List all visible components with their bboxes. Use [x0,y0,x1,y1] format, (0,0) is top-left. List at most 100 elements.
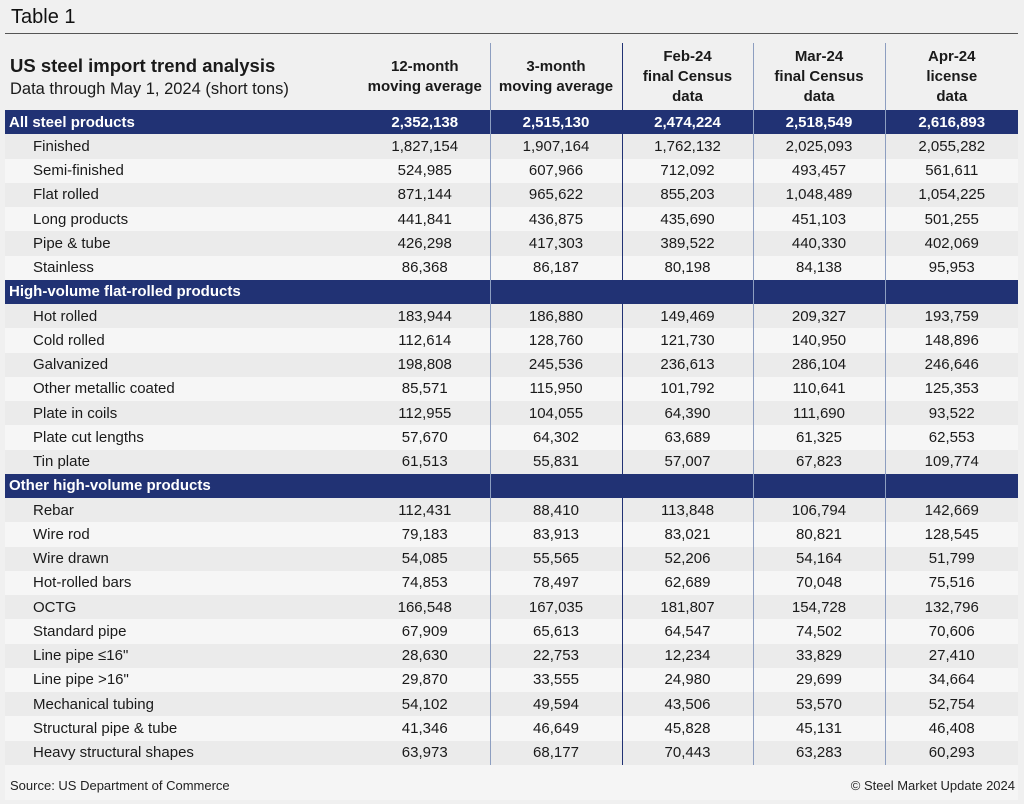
row-label: Semi-finished [5,158,360,183]
value-cell: 33,829 [752,643,885,668]
column-header-line: final Census [642,67,733,85]
value-cell: 46,408 [884,716,1018,741]
value-cell: 121,730 [621,328,753,353]
value-cell: 27,410 [884,643,1018,668]
value-cell: 43,506 [621,692,753,717]
value-cell [884,279,1018,304]
row-label: Flat rolled [5,182,360,207]
value-cell: 62,689 [621,570,753,595]
table-row: Pipe & tube 426,298 417,303 389,522 440,330 4… [5,231,1018,256]
table-row: Cold rolled 112,614 128,760 121,730 140,950 1… [5,328,1018,353]
value-cell: 112,614 [360,328,490,353]
steel-import-table: US steel import trend analysis Data thro… [5,43,1018,765]
value-cell: 2,352,138 [360,110,490,135]
column-header-mar-24: Mar-24 final Census data [752,43,885,110]
value-cell: 440,330 [752,231,885,256]
value-cell: 435,690 [621,207,753,232]
table-row: Hot-rolled bars 74,853 78,497 62,689 70,048 7… [5,570,1018,595]
value-cell: 712,092 [621,158,753,183]
row-label: Rebar [5,498,360,523]
value-cell: 493,457 [752,158,885,183]
row-label: Cold rolled [5,328,360,353]
row-label: Mechanical tubing [5,692,360,717]
value-cell: 52,754 [884,692,1018,717]
value-cell: 78,497 [489,570,622,595]
value-cell: 2,616,893 [884,110,1018,135]
table-row: Wire rod 79,183 83,913 83,021 80,821 128,545 [5,522,1018,547]
value-cell: 436,875 [489,207,622,232]
value-cell: 74,502 [752,619,885,644]
value-cell: 54,085 [360,546,490,571]
value-cell: 53,570 [752,692,885,717]
value-cell: 45,828 [621,716,753,741]
row-label: Tin plate [5,449,360,474]
value-cell: 61,325 [752,425,885,450]
table-row: Structural pipe & tube 41,346 46,649 45,828… [5,716,1018,741]
value-cell: 80,821 [752,522,885,547]
value-cell: 1,762,132 [621,134,753,159]
value-cell: 101,792 [621,376,753,401]
table-row: Hot rolled 183,944 186,880 149,469 209,327 19… [5,304,1018,329]
value-cell: 63,283 [752,740,885,765]
caption-divider [5,33,1018,34]
header-row: US steel import trend analysis Data thro… [5,43,1018,110]
value-cell: 561,611 [884,158,1018,183]
value-cell: 198,808 [360,352,490,377]
value-cell: 607,966 [489,158,622,183]
value-cell: 52,206 [621,546,753,571]
value-cell: 154,728 [752,595,885,620]
value-cell: 112,955 [360,401,490,426]
value-cell: 441,841 [360,207,490,232]
value-cell: 417,303 [489,231,622,256]
row-label: Structural pipe & tube [5,716,360,741]
column-header-line: 3-month [526,57,586,75]
row-label: Wire drawn [5,546,360,571]
row-label: Hot-rolled bars [5,570,360,595]
value-cell: 2,025,093 [752,134,885,159]
value-cell: 62,553 [884,425,1018,450]
row-label: Heavy structural shapes [5,740,360,765]
table-row: Rebar 112,431 88,410 113,848 106,794 142,669 [5,498,1018,523]
value-cell: 68,177 [489,740,622,765]
value-cell: 49,594 [489,692,622,717]
row-label: Wire rod [5,522,360,547]
value-cell: 2,518,549 [752,110,885,135]
table-row: Semi-finished 524,985 607,966 712,092 493,45… [5,158,1018,183]
column-header-line: license [926,67,978,85]
value-cell: 63,689 [621,425,753,450]
value-cell: 110,641 [752,376,885,401]
value-cell: 132,796 [884,595,1018,620]
value-cell: 125,353 [884,376,1018,401]
value-cell [360,279,490,304]
value-cell: 86,368 [360,255,490,280]
value-cell: 29,870 [360,667,490,692]
value-cell: 75,516 [884,570,1018,595]
value-cell: 51,799 [884,546,1018,571]
value-cell: 70,443 [621,740,753,765]
value-cell: 1,054,225 [884,182,1018,207]
column-header-line: 12-month [391,57,459,75]
value-cell: 246,646 [884,352,1018,377]
value-cell: 183,944 [360,304,490,329]
value-cell: 65,613 [489,619,622,644]
row-label: Plate in coils [5,401,360,426]
value-cell: 128,545 [884,522,1018,547]
table-row: Plate in coils 112,955 104,055 64,390 111,69… [5,401,1018,426]
value-cell: 85,571 [360,376,490,401]
section-label: All steel products [5,110,360,135]
section-row: Other high-volume products [5,473,1018,498]
section-label: High-volume flat-rolled products [5,279,360,304]
row-label: Line pipe ≤16" [5,643,360,668]
source-note: Source: US Department of Commerce [10,778,230,793]
value-cell: 2,515,130 [489,110,622,135]
value-cell: 86,187 [489,255,622,280]
value-cell: 70,048 [752,570,885,595]
value-cell: 57,670 [360,425,490,450]
value-cell: 112,431 [360,498,490,523]
value-cell: 855,203 [621,182,753,207]
value-cell: 245,536 [489,352,622,377]
value-cell: 104,055 [489,401,622,426]
table-row: Wire drawn 54,085 55,565 52,206 54,164 51,799 [5,546,1018,571]
value-cell: 45,131 [752,716,885,741]
value-cell: 1,827,154 [360,134,490,159]
